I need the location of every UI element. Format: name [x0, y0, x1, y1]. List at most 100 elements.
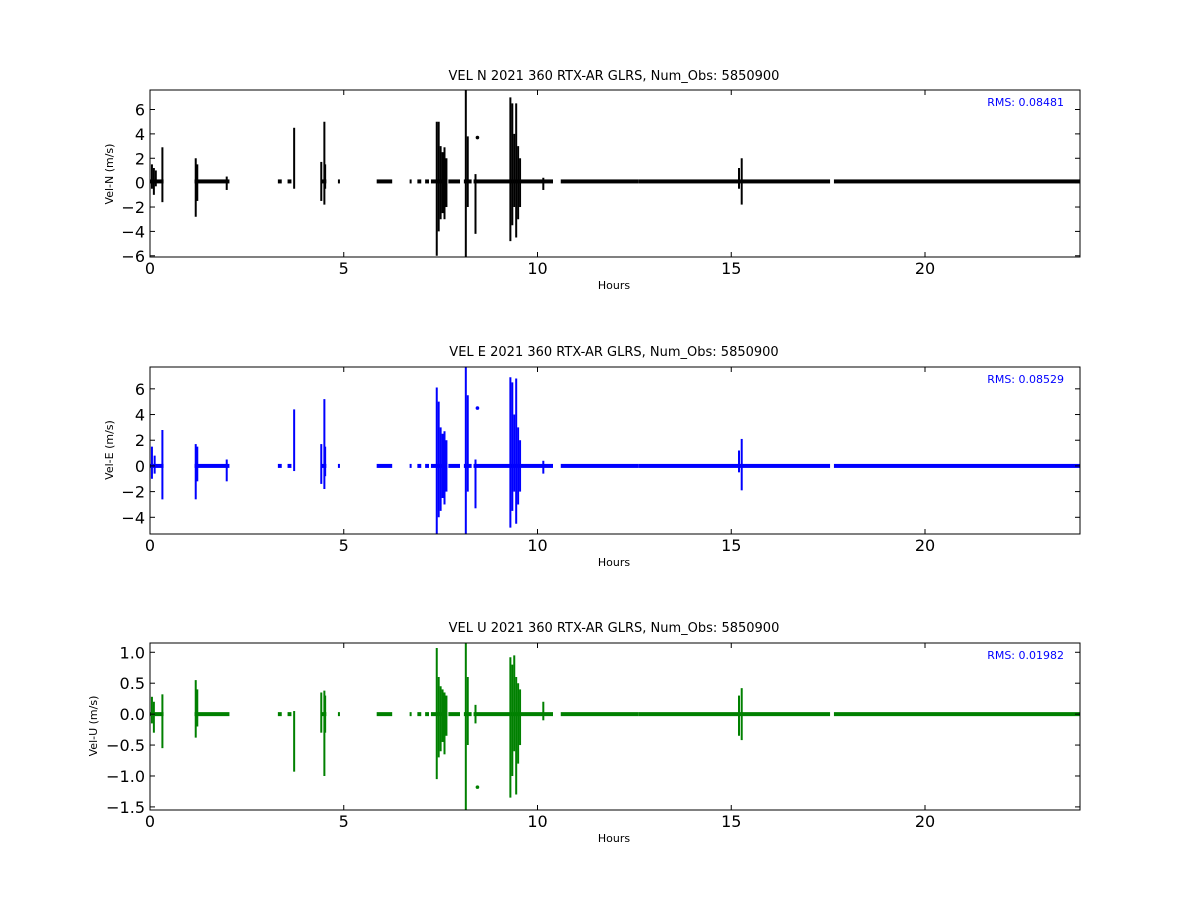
x-tick-label: 15: [721, 812, 741, 831]
x-tick-label: 10: [527, 812, 547, 831]
data-segment: [277, 179, 282, 184]
y-tick-label: 2: [135, 149, 145, 168]
chart-vel-u: VEL U 2021 360 RTX-AR GLRS, Num_Obs: 585…: [87, 621, 1081, 845]
data-segment: [425, 463, 429, 468]
x-tick-label: 10: [527, 536, 547, 555]
data-segment: [150, 463, 164, 468]
data-segment: [448, 179, 460, 184]
data-segment: [277, 712, 282, 717]
x-axis-label: Hours: [598, 556, 630, 569]
x-tick-label: 10: [527, 259, 547, 278]
rms-label: RMS: 0.08481: [987, 96, 1064, 109]
data-segment: [560, 179, 639, 184]
y-tick-label: 0.5: [120, 674, 145, 693]
y-tick-label: 4: [135, 125, 145, 144]
x-tick-label: 20: [915, 812, 935, 831]
data-segment: [522, 179, 553, 184]
series-0: [150, 367, 1080, 534]
data-point: [475, 406, 480, 410]
data-segment: [409, 179, 412, 184]
plot-area: [150, 643, 1080, 810]
data-segment: [560, 463, 639, 468]
data-segment: [287, 463, 292, 468]
data-point: [475, 785, 480, 789]
data-segment: [560, 712, 639, 717]
y-tick-label: 4: [135, 406, 145, 425]
data-segment: [287, 179, 292, 184]
data-segment: [638, 712, 831, 717]
data-segment: [448, 463, 460, 468]
data-segment: [473, 179, 507, 184]
y-tick-label: 0.0: [120, 705, 145, 724]
plot-area: [150, 90, 1080, 257]
data-segment: [287, 712, 292, 717]
data-segment: [337, 463, 340, 468]
chart-vel-n: VEL N 2021 360 RTX-AR GLRS, Num_Obs: 585…: [103, 69, 1081, 292]
y-tick-label: −4: [121, 508, 145, 527]
data-segment: [473, 712, 507, 717]
y-tick-label: 2: [135, 431, 145, 450]
data-segment: [833, 179, 1080, 184]
x-tick-label: 15: [721, 259, 741, 278]
plot-frame: [149, 366, 1081, 535]
x-tick-label: 0: [145, 536, 155, 555]
plot-frame: [149, 89, 1081, 258]
x-tick-label: 20: [915, 259, 935, 278]
data-segment: [376, 463, 393, 468]
y-tick-label: −2: [121, 198, 145, 217]
data-segment: [448, 712, 460, 717]
data-segment: [522, 463, 553, 468]
x-tick-label: 5: [339, 812, 349, 831]
plot-frame: [149, 642, 1081, 811]
data-segment: [522, 712, 553, 717]
y-tick-label: −4: [121, 222, 145, 241]
chart-vel-e: VEL E 2021 360 RTX-AR GLRS, Num_Obs: 585…: [103, 345, 1081, 569]
x-axis-label: Hours: [598, 832, 630, 845]
data-segment: [277, 463, 282, 468]
data-segment: [194, 463, 230, 468]
data-segment: [376, 179, 393, 184]
x-tick-label: 0: [145, 259, 155, 278]
rms-label: RMS: 0.08529: [987, 373, 1064, 386]
y-axis-label: Vel-E (m/s): [103, 420, 116, 480]
y-tick-label: −1.0: [106, 767, 145, 786]
chart-title: VEL U 2021 360 RTX-AR GLRS, Num_Obs: 585…: [449, 621, 780, 636]
data-segment: [638, 463, 831, 468]
data-segment: [337, 712, 340, 717]
data-segment: [425, 179, 429, 184]
x-tick-label: 20: [915, 536, 935, 555]
y-axis-label: Vel-U (m/s): [87, 696, 100, 757]
data-segment: [409, 712, 412, 717]
x-tick-label: 5: [339, 259, 349, 278]
data-segment: [194, 712, 230, 717]
y-tick-label: −2: [121, 483, 145, 502]
x-tick-label: 5: [339, 536, 349, 555]
data-segment: [417, 179, 422, 184]
data-segment: [833, 463, 1080, 468]
series-0: [150, 643, 1080, 810]
y-tick-label: 1.0: [120, 643, 145, 662]
x-tick-label: 0: [145, 812, 155, 831]
data-segment: [417, 712, 422, 717]
data-segment: [194, 179, 230, 184]
y-tick-label: 6: [135, 101, 145, 120]
data-segment: [833, 712, 1080, 717]
data-segment: [638, 179, 831, 184]
y-tick-label: 0: [135, 457, 145, 476]
x-tick-label: 15: [721, 536, 741, 555]
data-point: [475, 135, 480, 140]
series-0: [150, 90, 1080, 257]
data-segment: [409, 463, 412, 468]
data-segment: [425, 712, 429, 717]
data-segment: [376, 712, 393, 717]
y-axis-label: Vel-N (m/s): [103, 144, 116, 205]
y-tick-label: 6: [135, 380, 145, 399]
y-tick-label: −6: [121, 247, 145, 266]
data-segment: [473, 463, 507, 468]
plot-area: [150, 367, 1080, 534]
y-tick-label: 0: [135, 174, 145, 193]
data-segment: [417, 463, 422, 468]
y-tick-label: −0.5: [106, 736, 145, 755]
